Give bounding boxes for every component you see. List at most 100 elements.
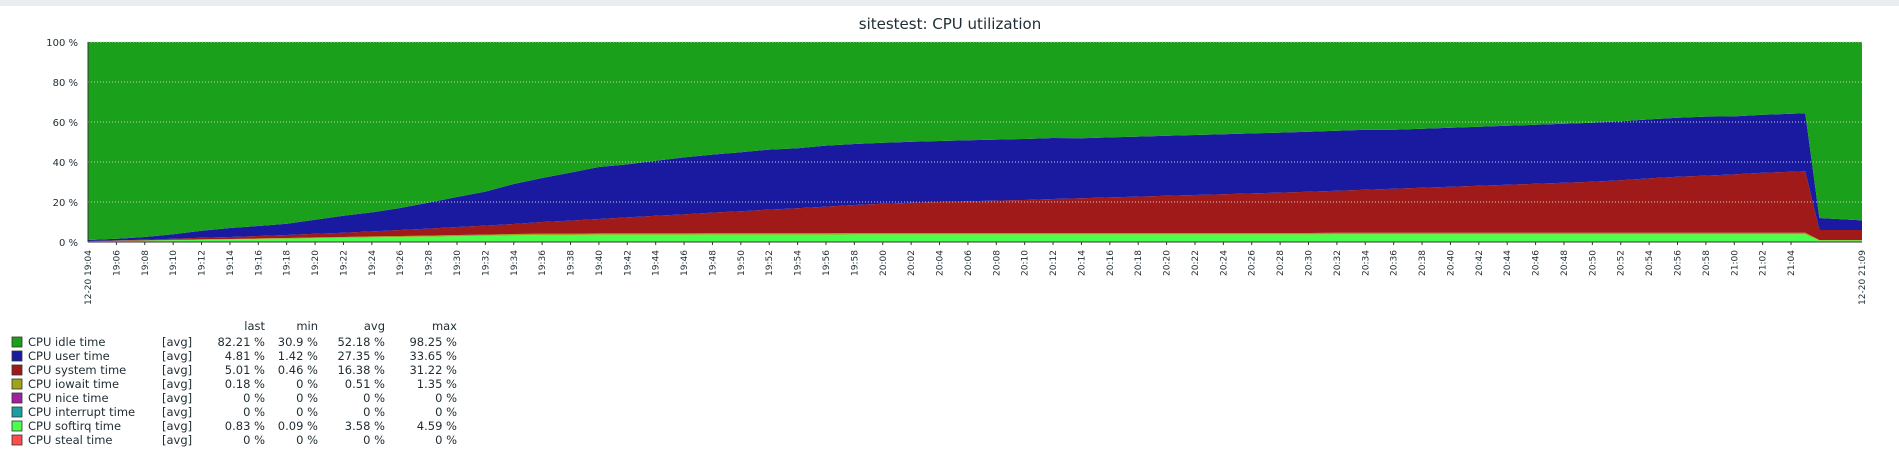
legend-value-avg: 27.35 % xyxy=(337,349,385,363)
x-tick-label: 19:56 xyxy=(822,250,832,276)
series-area-cpu-softirq-time xyxy=(88,234,1862,242)
x-tick-label: 20:48 xyxy=(1560,250,1570,276)
x-tick-label: 20:26 xyxy=(1248,250,1258,276)
x-tick-label: 19:22 xyxy=(339,250,349,276)
x-tick-label: 19:46 xyxy=(680,250,690,276)
series-area-cpu-idle-time xyxy=(88,42,1862,240)
legend-series-name: CPU system time xyxy=(28,363,126,377)
x-tick-label: 12-20 19:04 xyxy=(84,250,94,305)
x-tick-label: 20:12 xyxy=(1049,250,1059,276)
legend-value-min: 0.09 % xyxy=(278,419,318,433)
y-tick-label: 60 % xyxy=(53,118,78,129)
legend-header-last: last xyxy=(244,319,265,333)
plot-area xyxy=(88,42,1862,242)
x-tick-label: 19:38 xyxy=(567,250,577,276)
x-tick-label: 20:36 xyxy=(1390,250,1400,276)
x-tick-label: 20:00 xyxy=(879,250,889,276)
legend-value-last: 0 % xyxy=(243,433,265,447)
legend-series-name: CPU interrupt time xyxy=(28,405,135,419)
top-frame-bar xyxy=(0,0,1899,6)
x-tick-label: 19:20 xyxy=(311,250,321,276)
legend-value-avg: 0.51 % xyxy=(345,377,385,391)
x-tick-label: 19:12 xyxy=(198,250,208,276)
legend-func: [avg] xyxy=(162,335,192,349)
legend-swatch xyxy=(11,364,23,376)
legend-value-last: 4.81 % xyxy=(225,349,265,363)
legend-value-max: 0 % xyxy=(435,433,457,447)
legend-value-min: 0 % xyxy=(296,391,318,405)
x-tick-label: 20:46 xyxy=(1532,250,1542,276)
legend-value-max: 1.35 % xyxy=(417,377,457,391)
x-tick-label: 19:48 xyxy=(708,250,718,276)
legend-value-last: 5.01 % xyxy=(225,363,265,377)
legend-value-min: 0 % xyxy=(296,405,318,419)
legend-series-name: CPU nice time xyxy=(28,391,109,405)
legend-series-name: CPU softirq time xyxy=(28,419,121,433)
legend-swatch xyxy=(11,420,23,432)
x-tick-label: 20:28 xyxy=(1276,250,1286,276)
x-tick-label: 20:14 xyxy=(1077,250,1087,276)
y-tick-label: 80 % xyxy=(53,78,78,89)
legend-swatch xyxy=(11,350,23,362)
legend-swatch xyxy=(11,434,23,446)
y-tick-label: 40 % xyxy=(53,158,78,169)
x-axis: 12-20 19:04 19:06 19:08 19:10 19:12 19:14 19:1… xyxy=(84,242,1868,305)
legend-value-avg: 3.58 % xyxy=(345,419,385,433)
x-tick-label: 19:42 xyxy=(623,250,633,276)
legend-value-min: 0 % xyxy=(296,433,318,447)
legend-value-max: 33.65 % xyxy=(409,349,457,363)
legend-header-avg: avg xyxy=(364,319,385,333)
x-tick-label: 20:40 xyxy=(1446,250,1456,276)
legend-value-max: 98.25 % xyxy=(409,335,457,349)
legend-value-avg: 0 % xyxy=(363,391,385,405)
legend: last min avg max CPU idle time [avg] 82.21 % 30… xyxy=(11,319,457,447)
x-tick-label: 20:52 xyxy=(1617,250,1627,276)
legend-value-avg: 0 % xyxy=(363,433,385,447)
legend-series-name: CPU steal time xyxy=(28,433,113,447)
x-tick-label: 20:02 xyxy=(907,250,917,276)
x-tick-label: 19:34 xyxy=(510,250,520,276)
x-tick-label: 20:04 xyxy=(936,250,946,276)
legend-value-max: 0 % xyxy=(435,391,457,405)
legend-value-last: 82.21 % xyxy=(217,335,265,349)
y-tick-label: 20 % xyxy=(53,198,78,209)
y-axis: 0 % 20 % 40 % 60 % 80 % 100 % xyxy=(46,38,1862,249)
legend-swatch xyxy=(11,392,23,404)
legend-func: [avg] xyxy=(162,405,192,419)
x-tick-label: 20:42 xyxy=(1475,250,1485,276)
x-tick-label: 20:16 xyxy=(1106,250,1116,276)
x-tick-label: 19:18 xyxy=(283,250,293,276)
x-tick-label: 21:02 xyxy=(1759,250,1769,276)
legend-value-avg: 52.18 % xyxy=(337,335,385,349)
legend-value-min: 0.46 % xyxy=(278,363,318,377)
x-tick-label: 19:44 xyxy=(652,250,662,276)
series-area-cpu-system-time xyxy=(88,171,1862,242)
legend-swatch xyxy=(11,336,23,348)
legend-series-name: CPU iowait time xyxy=(28,377,119,391)
x-tick-label: 19:50 xyxy=(737,250,747,276)
legend-header-max: max xyxy=(432,319,457,333)
x-tick-label: 20:06 xyxy=(964,250,974,276)
legend-header-min: min xyxy=(296,319,318,333)
legend-value-last: 0 % xyxy=(243,405,265,419)
legend-value-last: 0.18 % xyxy=(225,377,265,391)
legend-value-max: 4.59 % xyxy=(417,419,457,433)
legend-value-avg: 16.38 % xyxy=(337,363,385,377)
x-tick-label: 21:00 xyxy=(1730,250,1740,276)
x-tick-label: 20:32 xyxy=(1333,250,1343,276)
legend-value-max: 31.22 % xyxy=(409,363,457,377)
x-tick-label: 19:32 xyxy=(481,250,491,276)
x-tick-label: 19:58 xyxy=(850,250,860,276)
x-tick-label: 19:54 xyxy=(794,250,804,276)
x-tick-label: 20:10 xyxy=(1021,250,1031,276)
x-tick-label: 20:08 xyxy=(992,250,1002,276)
legend-value-min: 30.9 % xyxy=(278,335,318,349)
legend-series-name: CPU user time xyxy=(28,349,110,363)
legend-value-last: 0 % xyxy=(243,391,265,405)
x-tick-label: 19:36 xyxy=(538,250,548,276)
x-tick-label: 20:24 xyxy=(1219,250,1229,276)
x-tick-label: 20:54 xyxy=(1645,250,1655,276)
x-tick-label: 19:14 xyxy=(226,250,236,276)
x-tick-label: 20:20 xyxy=(1163,250,1173,276)
x-tick-label: 21:04 xyxy=(1787,250,1797,276)
